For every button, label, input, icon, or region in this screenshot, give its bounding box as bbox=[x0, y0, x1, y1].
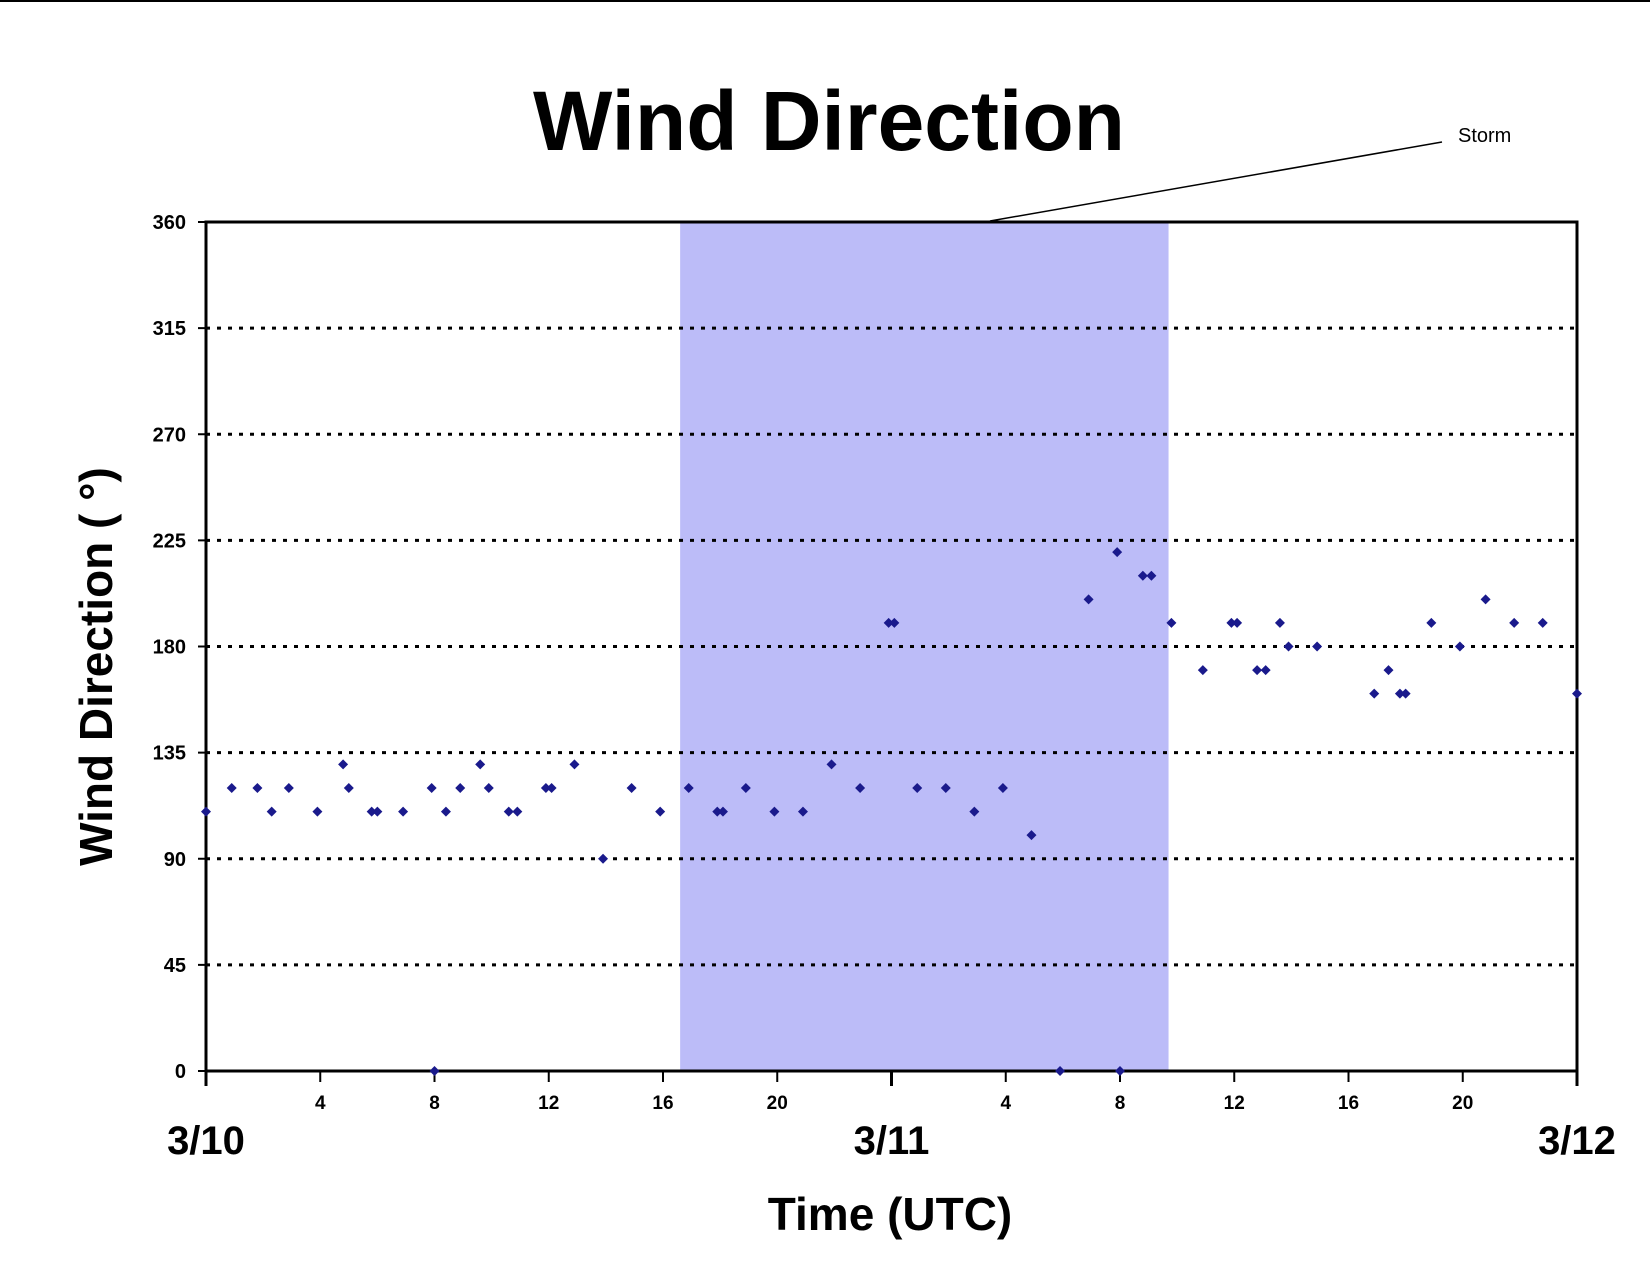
y-tick-label: 180 bbox=[153, 637, 186, 659]
x-tick-label: 8 bbox=[1115, 1093, 1126, 1114]
x-tick-label: 16 bbox=[1338, 1093, 1359, 1114]
data-point bbox=[1283, 641, 1294, 652]
data-point bbox=[883, 617, 894, 628]
y-tick-label: 315 bbox=[153, 318, 186, 340]
x-tick-label: 20 bbox=[767, 1093, 788, 1114]
data-point bbox=[1137, 570, 1148, 581]
date-label: 3/11 bbox=[854, 1119, 930, 1163]
data-point bbox=[1400, 688, 1411, 699]
data-point bbox=[826, 759, 837, 770]
data-point bbox=[312, 806, 323, 817]
data-point bbox=[483, 783, 494, 793]
data-point bbox=[1572, 688, 1582, 699]
data-point bbox=[683, 783, 694, 793]
y-axis-label: Wind Direction ( °) bbox=[70, 467, 122, 866]
data-point bbox=[1274, 617, 1285, 628]
data-point bbox=[266, 806, 277, 817]
data-point bbox=[1426, 617, 1437, 628]
data-point bbox=[1197, 665, 1208, 676]
data-point bbox=[889, 617, 900, 628]
date-labels: 3/10 3/11 3/12 bbox=[167, 1071, 1616, 1163]
data-point bbox=[226, 783, 237, 793]
x-axis-ticks: 4 8 12 16 20 4 8 12 16 20 bbox=[315, 1071, 1473, 1114]
data-point bbox=[598, 853, 609, 864]
date-label: 3/10 bbox=[167, 1119, 245, 1163]
data-point bbox=[940, 783, 951, 793]
x-tick-label: 4 bbox=[315, 1093, 326, 1114]
y-tick-label: 0 bbox=[175, 1061, 186, 1083]
storm-annotation-label: Storm bbox=[1458, 125, 1511, 147]
data-point bbox=[1083, 594, 1094, 605]
data-point bbox=[440, 806, 451, 817]
data-point bbox=[1454, 641, 1465, 652]
data-point bbox=[1055, 1066, 1066, 1076]
y-tick-label: 270 bbox=[153, 424, 186, 446]
x-tick-label: 8 bbox=[429, 1093, 440, 1114]
top-border-line bbox=[0, 0, 1650, 2]
y-tick-label: 225 bbox=[153, 530, 186, 552]
data-point bbox=[997, 783, 1008, 793]
data-point bbox=[569, 759, 580, 770]
data-point bbox=[626, 783, 637, 793]
data-point bbox=[912, 783, 923, 793]
data-point bbox=[366, 806, 377, 817]
data-point bbox=[1115, 1066, 1125, 1076]
data-point bbox=[252, 783, 263, 793]
y-tick-label: 45 bbox=[164, 955, 186, 977]
data-point bbox=[712, 806, 723, 817]
data-point bbox=[503, 806, 514, 817]
x-tick-label: 16 bbox=[652, 1093, 673, 1114]
data-point bbox=[1369, 688, 1380, 699]
data-point bbox=[1537, 617, 1548, 628]
data-point bbox=[283, 783, 294, 793]
y-tick-label: 135 bbox=[153, 743, 186, 765]
data-point bbox=[372, 806, 383, 817]
data-point bbox=[338, 759, 349, 770]
data-point bbox=[1026, 830, 1037, 841]
data-point bbox=[1166, 617, 1177, 628]
y-tick-label: 90 bbox=[164, 849, 186, 871]
data-point bbox=[1252, 665, 1263, 676]
data-point bbox=[969, 806, 980, 817]
data-point bbox=[1112, 547, 1123, 558]
data-point bbox=[655, 806, 666, 817]
x-tick-label: 20 bbox=[1452, 1093, 1473, 1114]
data-point bbox=[717, 806, 728, 817]
storm-annotation-leader bbox=[989, 141, 1443, 222]
data-point bbox=[201, 806, 211, 817]
data-point bbox=[1146, 570, 1157, 581]
x-tick-label: 4 bbox=[1000, 1093, 1011, 1114]
data-point bbox=[398, 806, 409, 817]
x-tick-label: 12 bbox=[538, 1093, 559, 1114]
data-point bbox=[797, 806, 808, 817]
data-point bbox=[1394, 688, 1405, 699]
data-point bbox=[343, 783, 354, 793]
data-point bbox=[1260, 665, 1271, 676]
data-point bbox=[740, 783, 751, 793]
data-point bbox=[512, 806, 523, 817]
data-points bbox=[201, 547, 1582, 1076]
date-label: 3/12 bbox=[1538, 1119, 1616, 1163]
y-tick-label: 360 bbox=[153, 212, 186, 234]
data-point bbox=[1480, 594, 1491, 605]
data-point bbox=[546, 783, 557, 793]
data-point bbox=[1383, 665, 1394, 676]
data-point bbox=[1226, 617, 1237, 628]
y-axis-ticks: 0 45 90 135 180 225 270 315 360 bbox=[153, 212, 206, 1083]
data-point bbox=[1312, 641, 1323, 652]
data-point bbox=[429, 1066, 440, 1076]
data-point bbox=[426, 783, 437, 793]
data-point bbox=[1509, 617, 1520, 628]
data-point bbox=[475, 759, 486, 770]
data-point bbox=[455, 783, 466, 793]
chart-title: Wind Direction bbox=[533, 74, 1125, 168]
x-axis-label: Time (UTC) bbox=[768, 1188, 1013, 1240]
data-point bbox=[855, 783, 866, 793]
data-point bbox=[1232, 617, 1243, 628]
data-point bbox=[540, 783, 551, 793]
gridlines bbox=[206, 326, 1577, 967]
data-point bbox=[769, 806, 780, 817]
x-tick-label: 12 bbox=[1224, 1093, 1245, 1114]
